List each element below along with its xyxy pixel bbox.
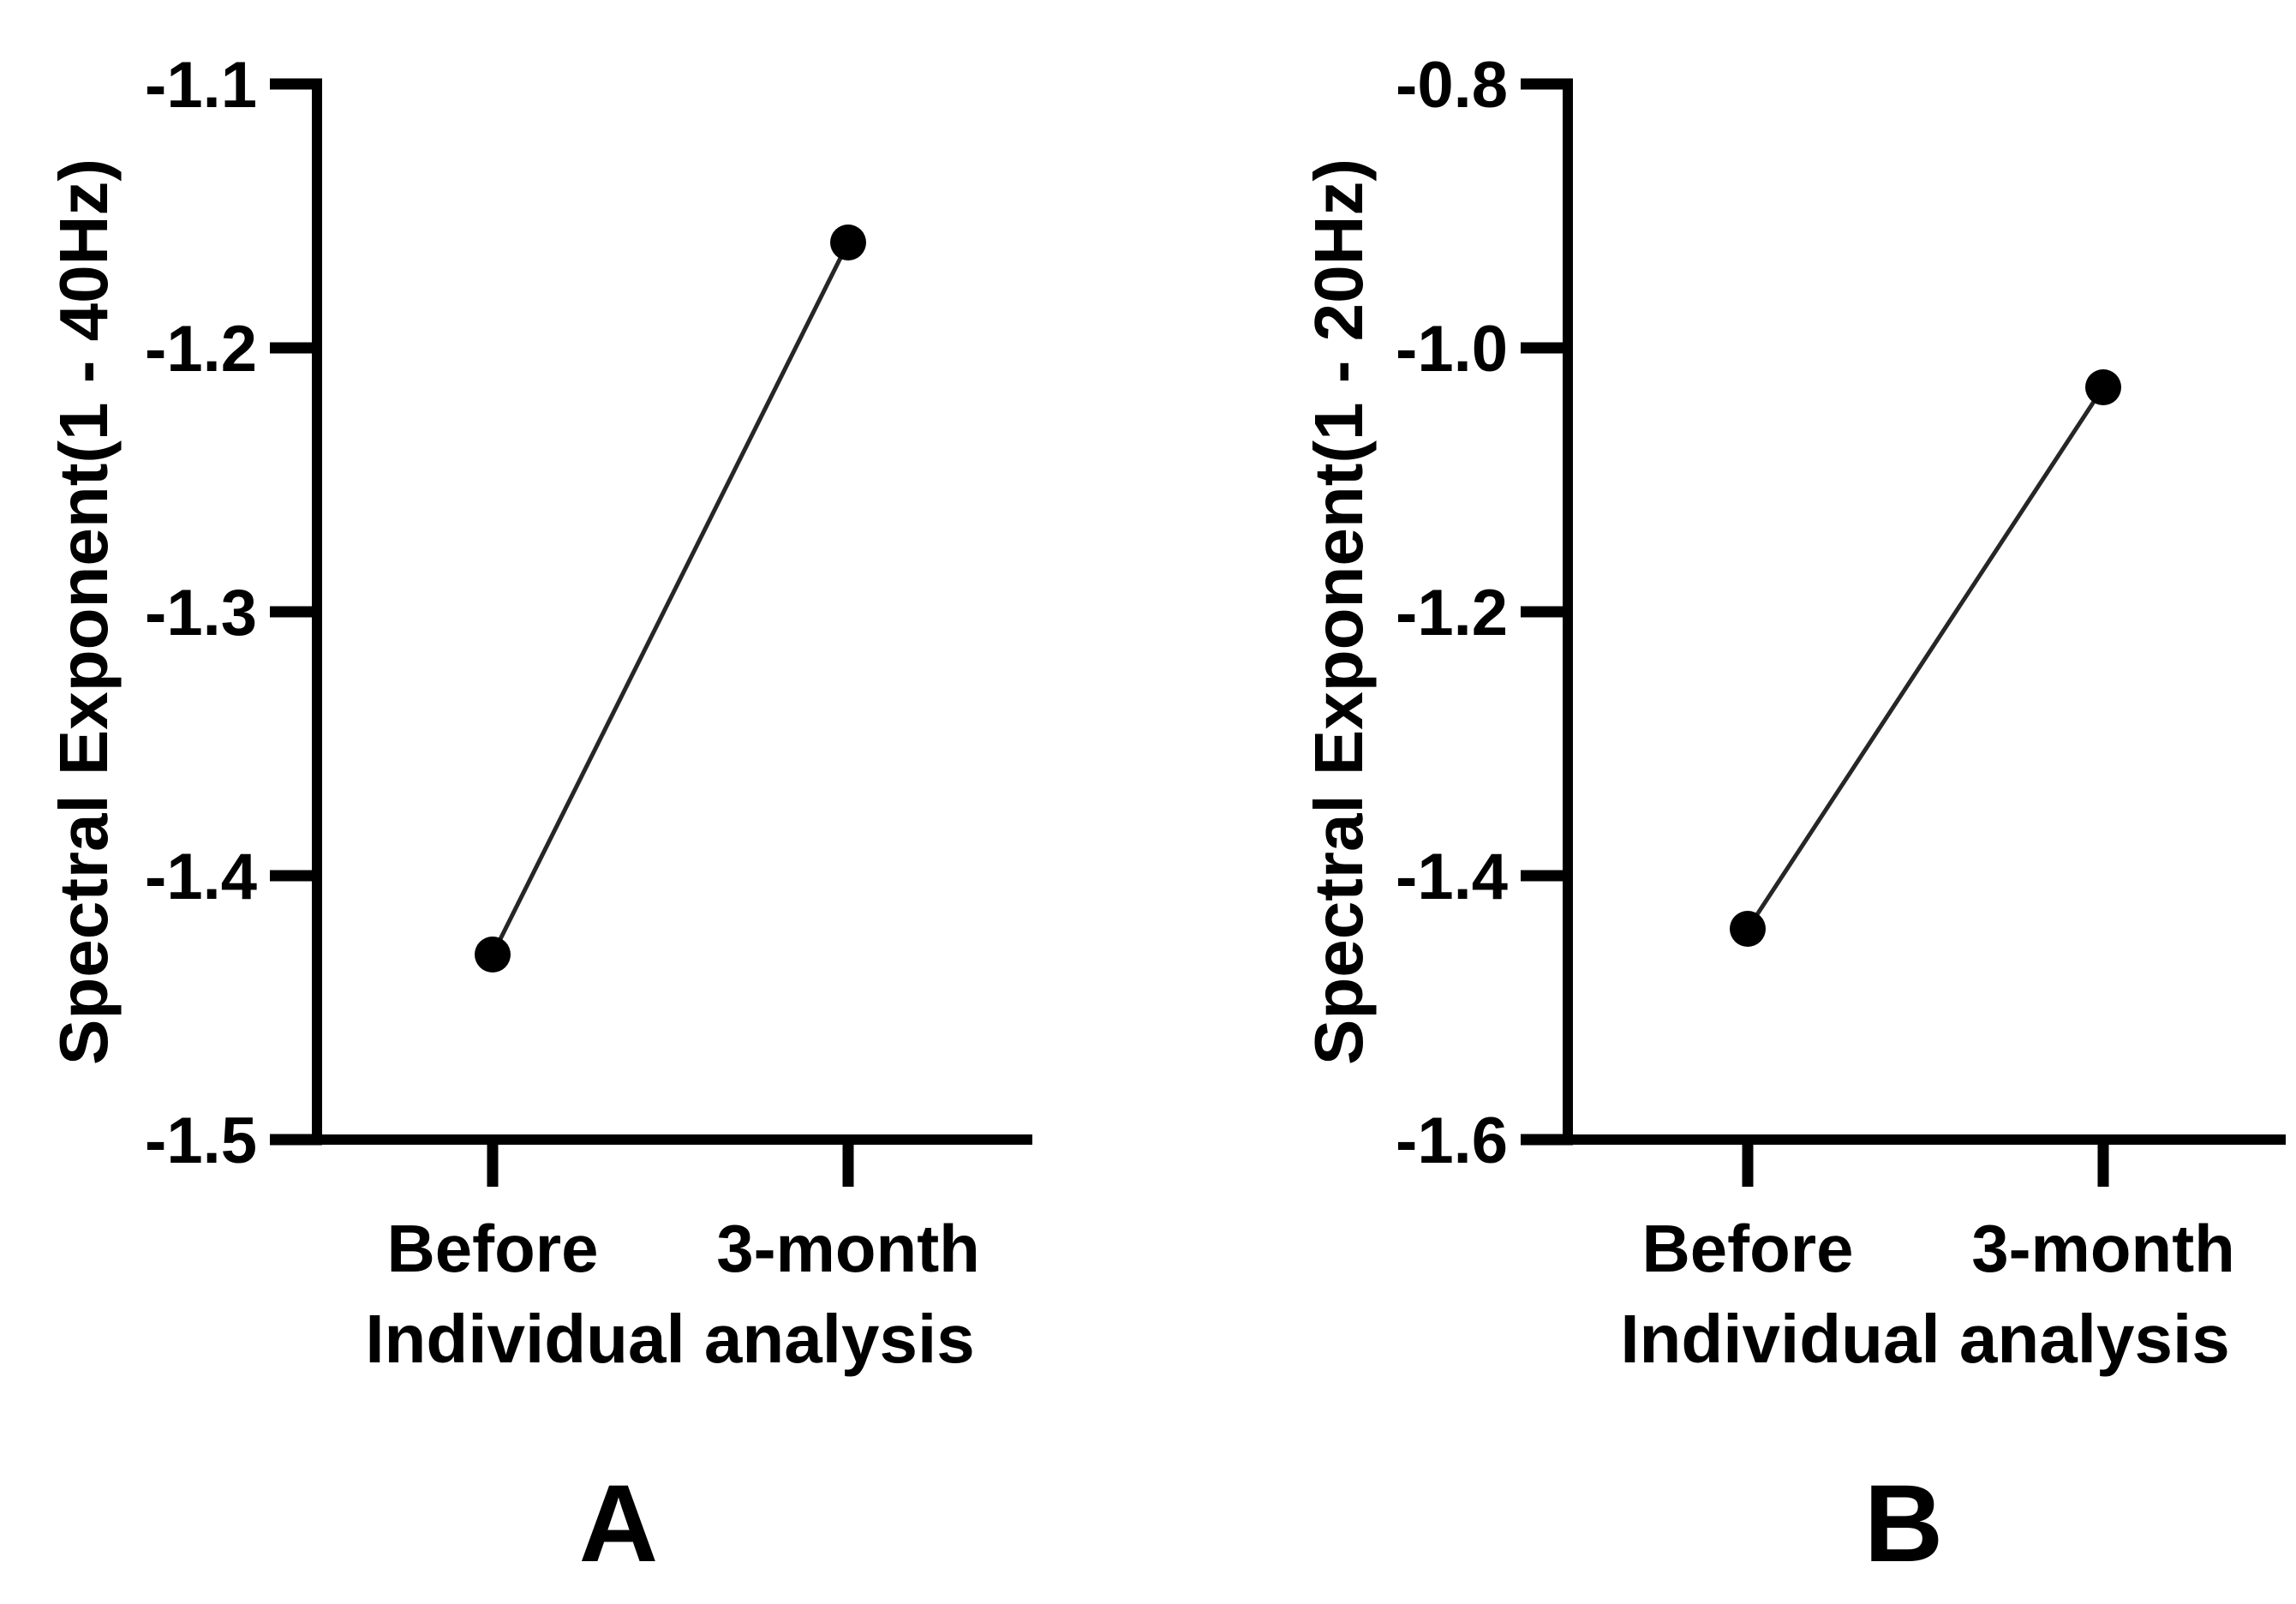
x-axis-title: Individual analysis [1620, 1301, 2229, 1377]
x-category-label: 3-month [716, 1211, 980, 1286]
data-point [1730, 911, 1766, 947]
x-axis-title: Individual analysis [365, 1301, 974, 1377]
y-tick-label: -1.2 [1396, 577, 1508, 649]
panel-a: -1.1 -1.2 -1.3 -1.4 -1.5 Spectral Expone… [45, 49, 1032, 1585]
y-tick-label: -1.2 [145, 313, 257, 386]
series-line [490, 241, 851, 956]
panel-b: -0.8 -1.0 -1.2 -1.4 -1.6 Spectral Expone… [1300, 49, 2286, 1585]
y-tick-label: -1.4 [145, 841, 257, 913]
y-axis-title: Spectral Exponent(1 - 20Hz) [1300, 159, 1377, 1065]
panel-letter-a: A [579, 1463, 658, 1585]
x-category-label: Before [386, 1211, 598, 1286]
data-point [830, 224, 866, 260]
panel-letter-b: B [1864, 1463, 1943, 1585]
y-tick-label: -0.8 [1396, 49, 1508, 122]
x-category-label: 3-month [1971, 1211, 2235, 1286]
data-point [2085, 369, 2121, 405]
x-category-label: Before [1641, 1211, 1853, 1286]
y-axis-title: Spectral Exponent(1 - 40Hz) [45, 159, 122, 1065]
y-tick-label: -1.6 [1396, 1104, 1508, 1177]
y-tick-label: -1.5 [145, 1104, 257, 1177]
y-tick-label: -1.4 [1396, 841, 1508, 913]
series-line [1745, 386, 2106, 931]
y-tick-label: -1.0 [1396, 313, 1508, 386]
y-tick-label: -1.3 [145, 577, 257, 649]
y-tick-label: -1.1 [145, 49, 257, 122]
data-point [475, 937, 511, 973]
